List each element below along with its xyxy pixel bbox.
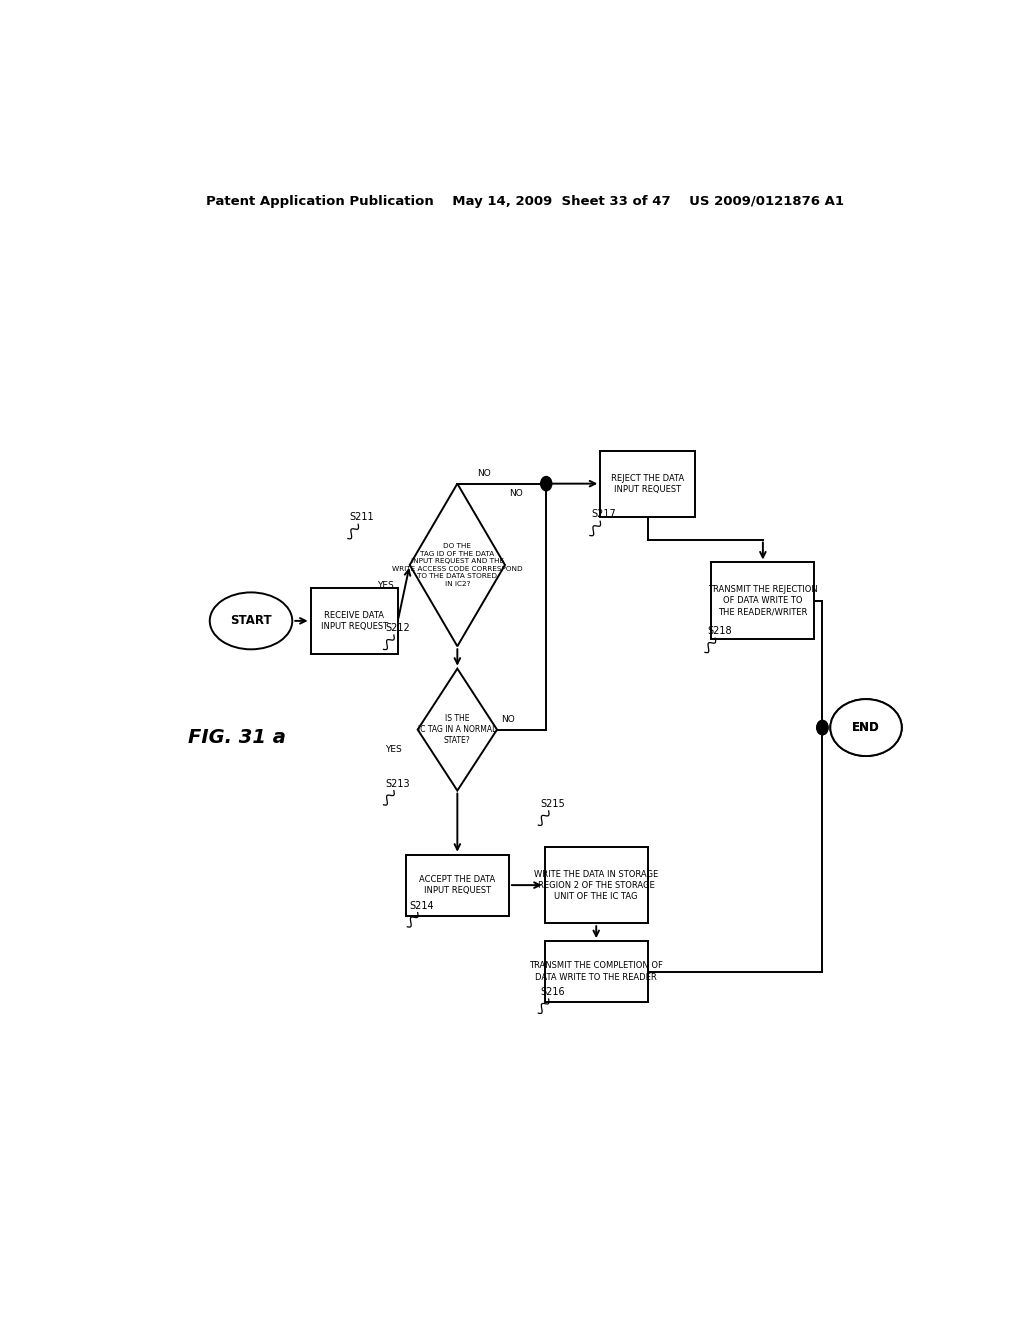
Text: NO: NO [509, 490, 522, 499]
Text: DO THE
TAG ID OF THE DATA
INPUT REQUEST AND THE
WRITE ACCESS CODE CORRESPOND
TO : DO THE TAG ID OF THE DATA INPUT REQUEST … [392, 544, 522, 586]
Text: NO: NO [501, 715, 515, 723]
FancyBboxPatch shape [406, 854, 509, 916]
Text: S215: S215 [541, 799, 565, 809]
Text: IS THE
IC TAG IN A NORMAL
STATE?: IS THE IC TAG IN A NORMAL STATE? [418, 714, 497, 746]
FancyBboxPatch shape [712, 562, 814, 639]
FancyBboxPatch shape [600, 450, 695, 516]
Polygon shape [410, 483, 505, 647]
Text: YES: YES [385, 746, 402, 755]
Text: S212: S212 [385, 623, 411, 634]
Circle shape [817, 721, 828, 735]
Text: S214: S214 [410, 900, 434, 911]
Ellipse shape [830, 700, 902, 756]
Text: S218: S218 [707, 626, 731, 636]
Text: S213: S213 [385, 779, 411, 788]
Text: TRANSMIT THE COMPLETION OF
DATA WRITE TO THE READER: TRANSMIT THE COMPLETION OF DATA WRITE TO… [529, 961, 664, 982]
Text: FIG. 31 a: FIG. 31 a [187, 729, 286, 747]
Text: Patent Application Publication    May 14, 2009  Sheet 33 of 47    US 2009/012187: Patent Application Publication May 14, 2… [206, 194, 844, 207]
Text: TRANSMIT THE REJECTION
OF DATA WRITE TO
THE READER/WRITER: TRANSMIT THE REJECTION OF DATA WRITE TO … [708, 585, 818, 616]
FancyBboxPatch shape [545, 847, 648, 923]
FancyBboxPatch shape [545, 941, 648, 1002]
Ellipse shape [210, 593, 292, 649]
Text: START: START [230, 614, 271, 627]
Polygon shape [418, 669, 497, 791]
Text: NO: NO [477, 469, 490, 478]
Text: S211: S211 [350, 512, 375, 523]
FancyBboxPatch shape [310, 587, 397, 653]
Text: S217: S217 [592, 510, 616, 519]
Text: ACCEPT THE DATA
INPUT REQUEST: ACCEPT THE DATA INPUT REQUEST [419, 875, 496, 895]
Ellipse shape [830, 700, 902, 756]
Text: YES: YES [378, 581, 394, 590]
Text: END: END [852, 721, 880, 734]
Text: RECEIVE DATA
INPUT REQUEST: RECEIVE DATA INPUT REQUEST [321, 611, 388, 631]
Text: WRITE THE DATA IN STORAGE
REGION 2 OF THE STORAGE
UNIT OF THE IC TAG: WRITE THE DATA IN STORAGE REGION 2 OF TH… [535, 870, 658, 900]
Text: REJECT THE DATA
INPUT REQUEST: REJECT THE DATA INPUT REQUEST [611, 474, 684, 494]
Text: END: END [852, 721, 880, 734]
Circle shape [541, 477, 552, 491]
Text: S216: S216 [541, 987, 565, 997]
Circle shape [817, 721, 828, 735]
